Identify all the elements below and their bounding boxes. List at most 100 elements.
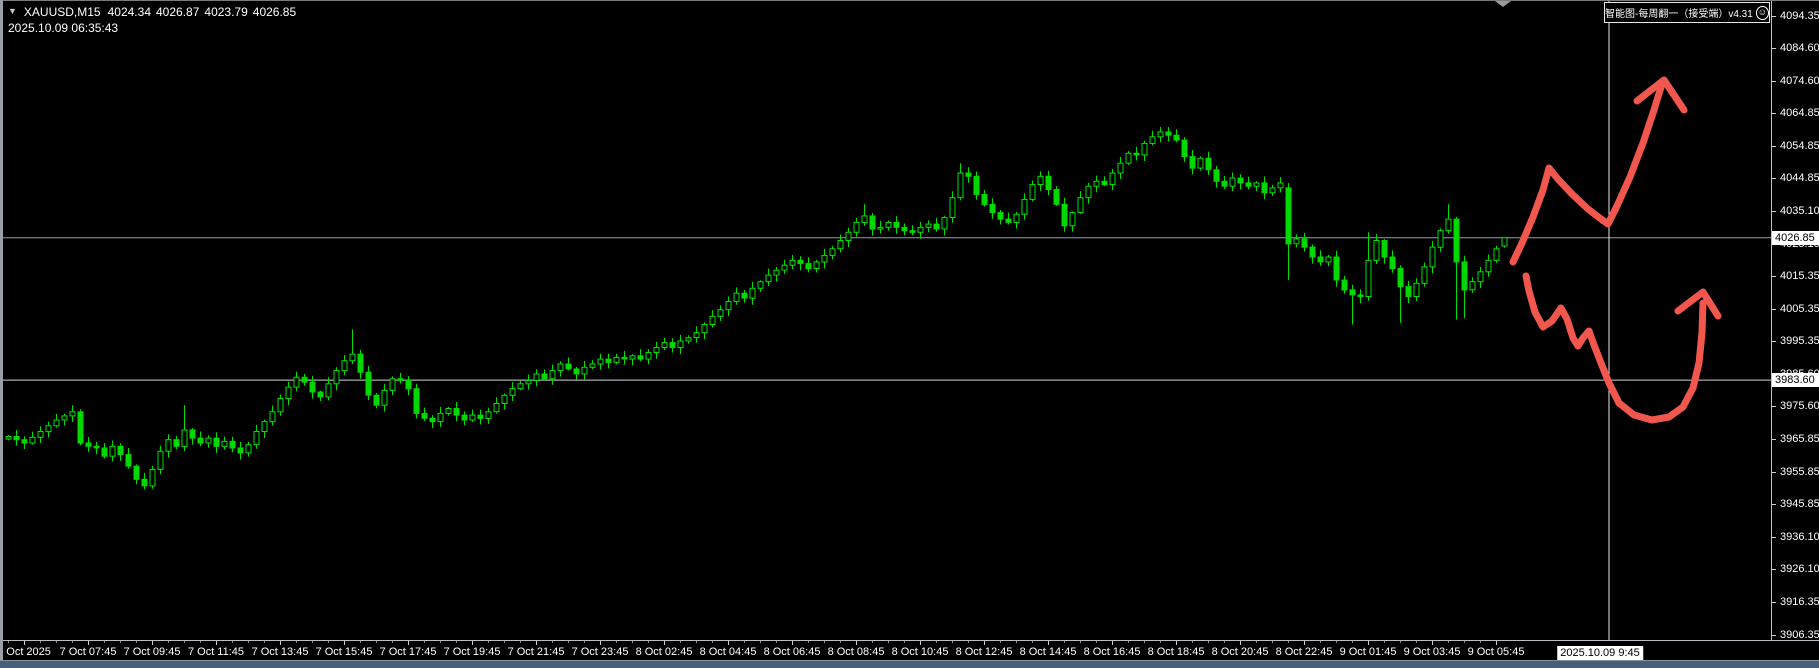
candle-body bbox=[245, 444, 252, 454]
candle-body bbox=[869, 215, 876, 230]
candle-body bbox=[509, 388, 516, 396]
candle-body bbox=[1421, 266, 1428, 284]
time-tick bbox=[280, 641, 281, 645]
candle-body bbox=[1149, 136, 1156, 144]
candle-bull bbox=[517, 381, 524, 391]
current-price-badge: 4026.85 bbox=[1772, 230, 1819, 245]
candle-body bbox=[1173, 134, 1180, 141]
candle-body bbox=[1117, 162, 1124, 174]
candle-body bbox=[845, 231, 852, 242]
candle-bull bbox=[277, 394, 284, 416]
candle-body bbox=[29, 436, 36, 444]
candle-bear bbox=[797, 256, 804, 271]
candle-body bbox=[237, 447, 244, 454]
candle-bull bbox=[1093, 175, 1100, 193]
candle-body bbox=[1037, 175, 1044, 186]
candle-bull bbox=[1013, 212, 1020, 229]
candle-body bbox=[1445, 218, 1452, 232]
time-minor-tick bbox=[56, 641, 57, 643]
candle-body bbox=[1237, 177, 1244, 184]
ohlc-info-line: ▼ XAUUSD,M15 4024.34 4026.87 4023.79 4026.85 bbox=[8, 5, 296, 19]
candle-bull bbox=[341, 355, 348, 376]
time-minor-tick bbox=[1080, 641, 1081, 643]
candle-body bbox=[541, 373, 548, 380]
candle-body bbox=[125, 454, 132, 467]
candle-bull bbox=[733, 287, 740, 305]
window-bottom-border-line bbox=[0, 660, 1819, 661]
price-axis-label: 3906.35 bbox=[1780, 629, 1819, 641]
price-tick bbox=[1771, 472, 1776, 473]
candle-bear bbox=[1045, 170, 1052, 196]
candle-bull bbox=[877, 220, 884, 234]
candle-body bbox=[293, 376, 300, 388]
time-minor-tick bbox=[1480, 641, 1481, 643]
candle-bear bbox=[1261, 176, 1268, 200]
chart-shift-marker-icon[interactable] bbox=[1495, 1, 1511, 7]
candle-body bbox=[605, 358, 612, 363]
smiley-face-icon[interactable]: ☺ bbox=[1755, 5, 1769, 20]
candle-bull bbox=[437, 406, 444, 427]
time-minor-tick bbox=[1016, 641, 1017, 643]
symbol-dropdown-icon[interactable]: ▼ bbox=[8, 6, 17, 16]
candle-bull bbox=[813, 259, 820, 273]
candle-bull bbox=[525, 374, 532, 390]
time-minor-tick bbox=[696, 641, 697, 643]
time-tick bbox=[792, 641, 793, 645]
candle-bear bbox=[1189, 150, 1196, 175]
candle-bear bbox=[309, 375, 316, 399]
candle-bull bbox=[1293, 234, 1300, 248]
candle-bull bbox=[1277, 177, 1284, 193]
time-minor-tick bbox=[248, 641, 249, 643]
candle-bull bbox=[1037, 171, 1044, 191]
candle-bear bbox=[77, 409, 84, 446]
candle-body bbox=[957, 172, 964, 199]
candle-bull bbox=[749, 281, 756, 305]
candle-body bbox=[773, 269, 780, 276]
candle-bear bbox=[317, 390, 324, 402]
indicator-title-box[interactable]: 智能图-每周翻一（接受端）v4.31 ☺ bbox=[1604, 2, 1770, 23]
candle-bull bbox=[1141, 140, 1148, 162]
candle-bull bbox=[349, 329, 356, 364]
candle-body bbox=[621, 356, 628, 360]
candle-bull bbox=[245, 442, 252, 457]
candle-body bbox=[573, 368, 580, 375]
candle-body bbox=[741, 292, 748, 299]
candle-body bbox=[829, 248, 836, 256]
time-minor-tick bbox=[1032, 641, 1033, 643]
candle-bull bbox=[445, 406, 452, 416]
candle-bull bbox=[941, 215, 948, 236]
time-axis-label: 8 Oct 22:45 bbox=[1275, 646, 1333, 658]
candle-bear bbox=[805, 257, 812, 273]
candle-bull bbox=[285, 381, 292, 406]
time-minor-tick bbox=[1256, 641, 1257, 643]
candle-body bbox=[597, 358, 604, 365]
candle-body bbox=[853, 221, 860, 233]
time-tick bbox=[664, 641, 665, 645]
candle-body bbox=[901, 226, 908, 232]
price-tick bbox=[1771, 635, 1776, 636]
candle-bear bbox=[1205, 151, 1212, 175]
candle-bear bbox=[997, 210, 1004, 225]
candle-bull bbox=[1325, 254, 1332, 267]
candle-bull bbox=[701, 322, 708, 340]
candle-bull bbox=[661, 337, 668, 351]
time-tick bbox=[728, 641, 729, 645]
candle-body bbox=[909, 230, 916, 233]
candle-bear bbox=[1133, 146, 1140, 161]
candle-body bbox=[709, 315, 716, 325]
candle-bear bbox=[1453, 216, 1460, 320]
candle-bull bbox=[269, 405, 276, 426]
candle-bull bbox=[533, 369, 540, 387]
time-axis-label: 8 Oct 20:45 bbox=[1211, 646, 1269, 658]
time-tick bbox=[216, 641, 217, 645]
time-axis-label: 7 Oct 09:45 bbox=[123, 646, 181, 658]
candle-body bbox=[1413, 282, 1420, 297]
candle-body bbox=[197, 437, 204, 444]
candle-bear bbox=[1005, 212, 1012, 225]
candle-bear bbox=[1349, 284, 1356, 325]
candle-body bbox=[1205, 157, 1212, 171]
candle-body bbox=[1277, 182, 1284, 189]
price-tick bbox=[1771, 504, 1776, 505]
candle-body bbox=[261, 421, 268, 433]
